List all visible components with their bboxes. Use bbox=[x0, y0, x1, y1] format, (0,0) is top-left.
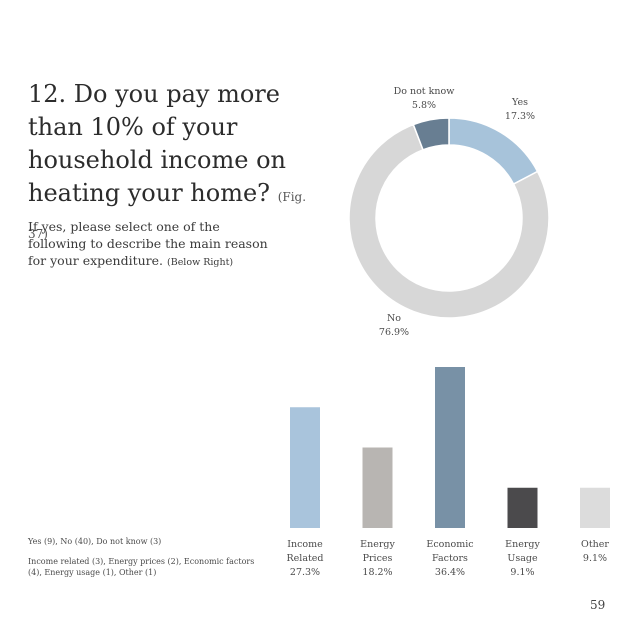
bar-label-0-0: Income bbox=[287, 539, 323, 550]
donut-value-yes: 17.3% bbox=[505, 111, 535, 122]
bar-value-4: 9.1% bbox=[583, 553, 607, 564]
bar-2 bbox=[435, 367, 465, 528]
bar-label-2-1: Factors bbox=[432, 553, 468, 564]
donut-slice-no bbox=[348, 123, 550, 319]
bar-label-0-1: Related bbox=[287, 553, 324, 564]
bar-value-2: 36.4% bbox=[435, 567, 465, 578]
footnote-counts: Yes (9), No (40), Do not know (3) bbox=[28, 537, 162, 546]
bar-4 bbox=[580, 487, 610, 528]
bar-1 bbox=[362, 447, 393, 528]
donut-label-yes: Yes bbox=[511, 97, 528, 108]
donut-slice-yes bbox=[448, 117, 539, 186]
question-subtitle: If yes, please select one of the followi… bbox=[28, 219, 268, 268]
donut-label-no: No bbox=[387, 313, 401, 324]
bar-3 bbox=[507, 487, 538, 528]
footnote-reasons: Income related (3), Energy prices (2), E… bbox=[28, 557, 255, 577]
bar-label-1-0: Energy bbox=[360, 539, 395, 550]
bar-label-2-0: Economic bbox=[426, 539, 473, 550]
bar-label-3-1: Usage bbox=[507, 553, 538, 564]
bar-value-0: 27.3% bbox=[290, 567, 320, 578]
figure-reference: (Fig. 37) bbox=[28, 190, 307, 241]
page-number: 59 bbox=[590, 598, 606, 612]
bar-label-1-1: Prices bbox=[363, 553, 393, 564]
question-title: 12. Do you pay more than 10% of your hou… bbox=[28, 80, 307, 241]
bar-value-3: 9.1% bbox=[510, 567, 534, 578]
bar-label-3-0: Energy bbox=[505, 539, 540, 550]
bar-label-4-0: Other bbox=[581, 539, 609, 550]
subtitle-note: (Below Right) bbox=[167, 257, 234, 268]
bar-0 bbox=[290, 407, 320, 528]
donut-label-do-not-know: Do not know bbox=[394, 86, 455, 97]
bar-value-1: 18.2% bbox=[362, 567, 392, 578]
donut-value-do-not-know: 5.8% bbox=[412, 100, 436, 111]
donut-value-no: 76.9% bbox=[379, 327, 409, 338]
donut-slice-do-not-know bbox=[412, 117, 450, 151]
